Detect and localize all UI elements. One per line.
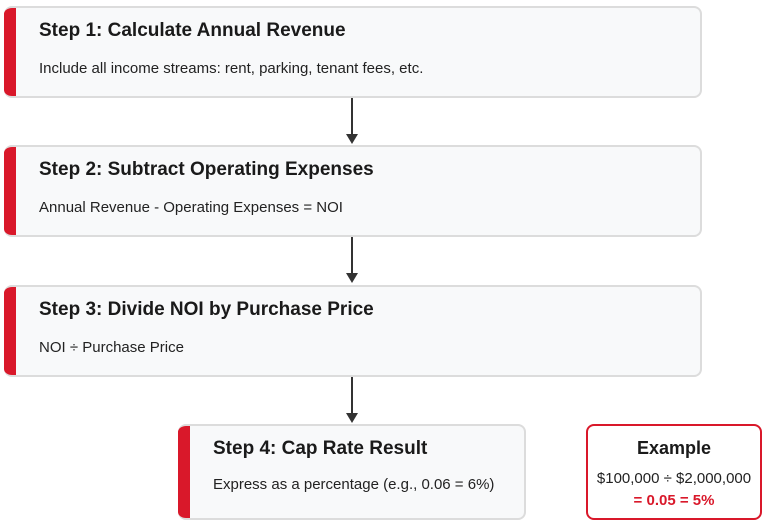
- example-title: Example: [636, 438, 712, 458]
- step-3-accent-bar: [4, 287, 16, 375]
- step-1-box: Step 1: Calculate Annual Revenue Include…: [4, 6, 702, 98]
- example-calculation: $100,000 ÷ $2,000,000: [596, 470, 752, 487]
- step-1-description: Include all income streams: rent, parkin…: [39, 60, 424, 77]
- step-1-accent-bar: [4, 8, 16, 96]
- step-2-title: Step 2: Subtract Operating Expenses: [39, 159, 374, 180]
- step-4-box: Step 4: Cap Rate Result Express as a per…: [178, 424, 526, 520]
- arrow-down-icon: [346, 237, 358, 283]
- step-2-description: Annual Revenue - Operating Expenses = NO…: [39, 199, 343, 216]
- step-4-title: Step 4: Cap Rate Result: [213, 438, 428, 459]
- step-4-description: Express as a percentage (e.g., 0.06 = 6%…: [213, 476, 495, 493]
- step-3-title: Step 3: Divide NOI by Purchase Price: [39, 299, 374, 320]
- step-3-box: Step 3: Divide NOI by Purchase Price NOI…: [4, 285, 702, 377]
- step-2-box: Step 2: Subtract Operating Expenses Annu…: [4, 145, 702, 237]
- arrow-down-icon: [346, 98, 358, 144]
- arrow-down-icon: [346, 377, 358, 423]
- step-2-accent-bar: [4, 147, 16, 235]
- step-3-description: NOI ÷ Purchase Price: [39, 339, 184, 356]
- step-4-accent-bar: [178, 426, 190, 518]
- example-result: = 0.05 = 5%: [633, 492, 715, 509]
- step-1-title: Step 1: Calculate Annual Revenue: [39, 20, 346, 41]
- example-box: Example $100,000 ÷ $2,000,000 = 0.05 = 5…: [586, 424, 762, 520]
